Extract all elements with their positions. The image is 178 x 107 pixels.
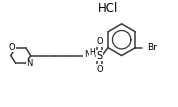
Text: S: S <box>97 51 103 61</box>
Text: N: N <box>84 50 90 59</box>
Text: H: H <box>89 48 95 57</box>
Text: O: O <box>9 43 16 52</box>
Text: O: O <box>97 37 103 46</box>
Text: HCl: HCl <box>98 1 118 15</box>
Text: O: O <box>97 65 103 74</box>
Text: Br: Br <box>147 43 157 52</box>
Text: N: N <box>26 59 32 68</box>
